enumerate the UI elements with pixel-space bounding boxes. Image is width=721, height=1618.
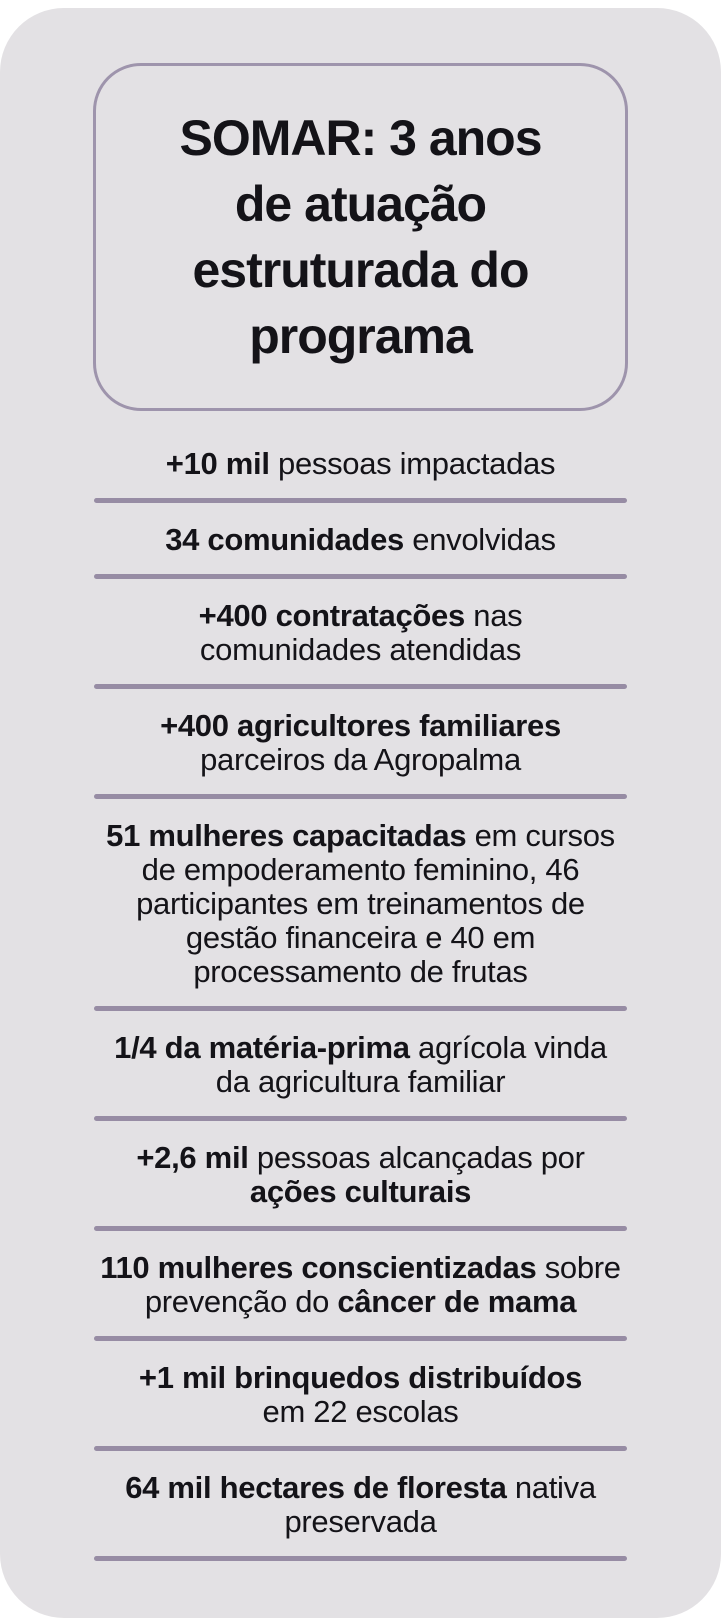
divider — [94, 574, 627, 579]
stat-text-segment: em cursos de empoderamento feminino, 46 … — [136, 818, 615, 989]
stat-text-segment: nas comunidades atendidas — [199, 598, 523, 667]
stat-text-segment: sobre prevenção do — [144, 1250, 621, 1319]
divider — [94, 684, 627, 689]
stat-text-segment: nativa preservada — [284, 1470, 596, 1539]
stat-item: +400 contratações nas comunidades atendi… — [21, 579, 701, 684]
stats-list: +10 mil pessoas impactadas 34 comunidades… — [21, 427, 701, 1561]
stat-item: 64 mil hectares de floresta nativa prese… — [21, 1451, 701, 1556]
stat-text-segment: 1/4 da matéria-prima — [114, 1030, 410, 1065]
divider — [94, 1116, 627, 1121]
divider — [94, 498, 627, 503]
stat-text-segment: +2,6 mil — [136, 1140, 249, 1175]
stat-text-segment: pessoas alcançadas por — [256, 1140, 585, 1175]
title-box: SOMAR: 3 anos de atuação estruturada do … — [93, 63, 628, 411]
stat-item: +1 mil brinquedos distribuídos em 22 esc… — [21, 1341, 701, 1446]
stat-text-segment: agrícola vinda da agricultura familiar — [215, 1030, 607, 1099]
stat-text-segment: +400 contratações — [198, 598, 466, 633]
stat-text-segment: em 22 escolas — [262, 1394, 459, 1429]
stat-text-segment: pessoas impactadas — [269, 446, 556, 481]
stat-text-segment: 34 comunidades — [165, 522, 404, 557]
divider — [94, 1006, 627, 1011]
stat-item: 110 mulheres conscientizadas sobre preve… — [21, 1231, 701, 1336]
stat-text-segment: +10 mil — [165, 446, 270, 481]
divider — [94, 794, 627, 799]
stat-text-segment: +400 agricultores familiares — [160, 708, 561, 743]
stat-item: +2,6 mil pessoas alcançadas por ações cu… — [21, 1121, 701, 1226]
stat-text-segment: 110 mulheres conscientizadas — [100, 1250, 537, 1285]
stat-text-segment: envolvidas — [403, 522, 556, 557]
stat-text-segment: 51 mulheres capacitadas — [106, 818, 467, 853]
stat-text-segment: 64 mil hectares de floresta — [125, 1470, 507, 1505]
page-title: SOMAR: 3 anos de atuação estruturada do … — [179, 110, 542, 364]
stat-item: 1/4 da matéria-prima agrícola vinda da a… — [21, 1011, 701, 1116]
stat-item: 34 comunidades envolvidas — [21, 503, 701, 574]
divider — [94, 1556, 627, 1561]
infographic-card: SOMAR: 3 anos de atuação estruturada do … — [0, 8, 721, 1618]
stat-text-segment: parceiros da Agropalma — [200, 742, 521, 777]
divider — [94, 1226, 627, 1231]
divider — [94, 1446, 627, 1451]
stat-text-segment: ações culturais — [249, 1174, 472, 1209]
divider — [94, 1336, 627, 1341]
stat-text-segment: câncer de mama — [337, 1284, 577, 1319]
stat-item: 51 mulheres capacitadas em cursos de emp… — [21, 799, 701, 1006]
stat-item: +400 agricultores familiares parceiros d… — [21, 689, 701, 794]
stat-text-segment: +1 mil brinquedos distribuídos — [138, 1360, 583, 1395]
stat-item: +10 mil pessoas impactadas — [21, 427, 701, 498]
